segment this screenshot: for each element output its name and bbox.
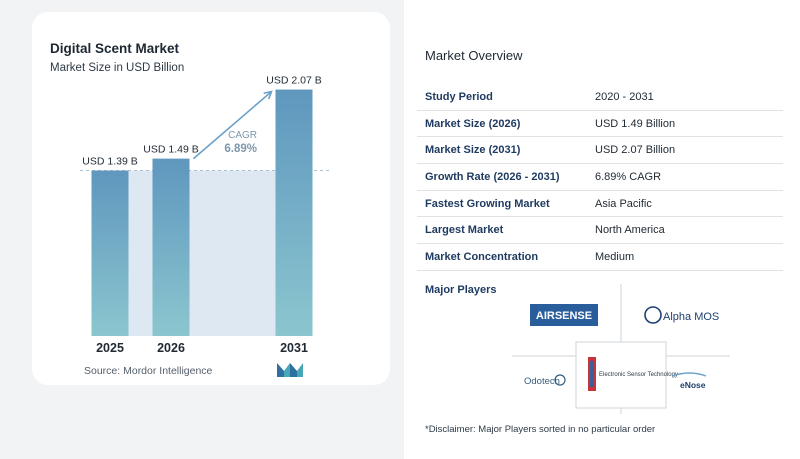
airsense-logo: AIRSENSE (530, 304, 598, 326)
enose-logo-text: eNose (680, 380, 706, 390)
overview-table: Study Period 2020 - 2031 Market Size (2026… (417, 84, 783, 271)
overview-row-value: USD 1.49 Billion (595, 117, 676, 130)
overview-row: Market Size (2031) USD 2.07 Billion (417, 137, 783, 165)
alpha-mos-logo-text: Alpha MOS (663, 311, 719, 323)
x-tick-label: 2031 (280, 341, 308, 355)
est-logo-text: Electronic Sensor Technology (599, 372, 678, 378)
cagr-value: 6.89% (224, 143, 257, 155)
growth-highlight-band (128, 170, 276, 336)
electronic-sensor-technology-logo: Electronic Sensor Technology (588, 357, 678, 391)
overview-row: Growth Rate (2026 - 2031) 6.89% CAGR (417, 164, 783, 191)
major-players-label: Major Players (425, 284, 497, 296)
bar-chart: USD 1.39 B 2025 USD 1.49 B 2026 USD 2.07 B 20… (80, 75, 330, 355)
overview-row-label: Largest Market (425, 224, 504, 237)
bar-2025 (91, 170, 129, 336)
x-tick-label: 2026 (157, 341, 185, 355)
overview-row-value: 2020 - 2031 (595, 90, 654, 103)
overview-row-value: USD 2.07 Billion (595, 144, 676, 157)
overview-row-value: North America (595, 224, 665, 237)
overview-row-value: 6.89% CAGR (595, 170, 662, 183)
odotech-logo-text: Odotech (524, 376, 560, 387)
disclaimer: *Disclaimer: Major Players sorted in no … (425, 424, 656, 435)
odotech-logo: Odotech (524, 374, 566, 387)
major-players-logos: AIRSENSE Alpha MOS Odotech Electronic Se… (512, 284, 730, 414)
overview-row: Study Period 2020 - 2031 (417, 84, 783, 111)
bar-2031 (275, 89, 313, 336)
bar-value-label: USD 2.07 B (266, 75, 321, 87)
chart-title: Digital Scent Market (50, 41, 180, 56)
enose-logo: eNose (671, 372, 707, 390)
cagr-label: CAGR (228, 130, 257, 141)
bar-value-label: USD 1.49 B (143, 144, 198, 156)
airsense-logo-text: AIRSENSE (536, 310, 592, 322)
overview-row: Largest Market North America (417, 217, 783, 245)
x-tick-label: 2025 (96, 341, 124, 355)
cagr-arrow (192, 90, 273, 160)
overview-row: Fastest Growing Market Asia Pacific (417, 191, 783, 218)
overview-row-label: Growth Rate (2026 - 2031) (425, 170, 560, 183)
overview-row: Market Size (2026) USD 1.49 Billion (417, 111, 783, 138)
overview-row-label: Fastest Growing Market (425, 197, 550, 210)
bar-2026 (152, 158, 190, 336)
bar-value-label: USD 1.39 B (82, 156, 137, 168)
alpha-mos-logo: Alpha MOS (644, 306, 719, 324)
chart-subtitle: Market Size in USD Billion (50, 62, 185, 74)
overview-row-label: Study Period (425, 90, 493, 103)
mordor-logo-icon (277, 363, 303, 377)
overview-title: Market Overview (425, 48, 523, 63)
overview-row-value: Medium (595, 250, 635, 263)
overview-row-value: Asia Pacific (595, 197, 652, 210)
overview-row-label: Market Concentration (425, 250, 539, 263)
overview-row-label: Market Size (2031) (425, 144, 521, 157)
overview-row: Market Concentration Medium (417, 244, 783, 271)
source-text: Source: Mordor Intelligence (84, 365, 213, 377)
overview-row-label: Market Size (2026) (425, 117, 521, 130)
